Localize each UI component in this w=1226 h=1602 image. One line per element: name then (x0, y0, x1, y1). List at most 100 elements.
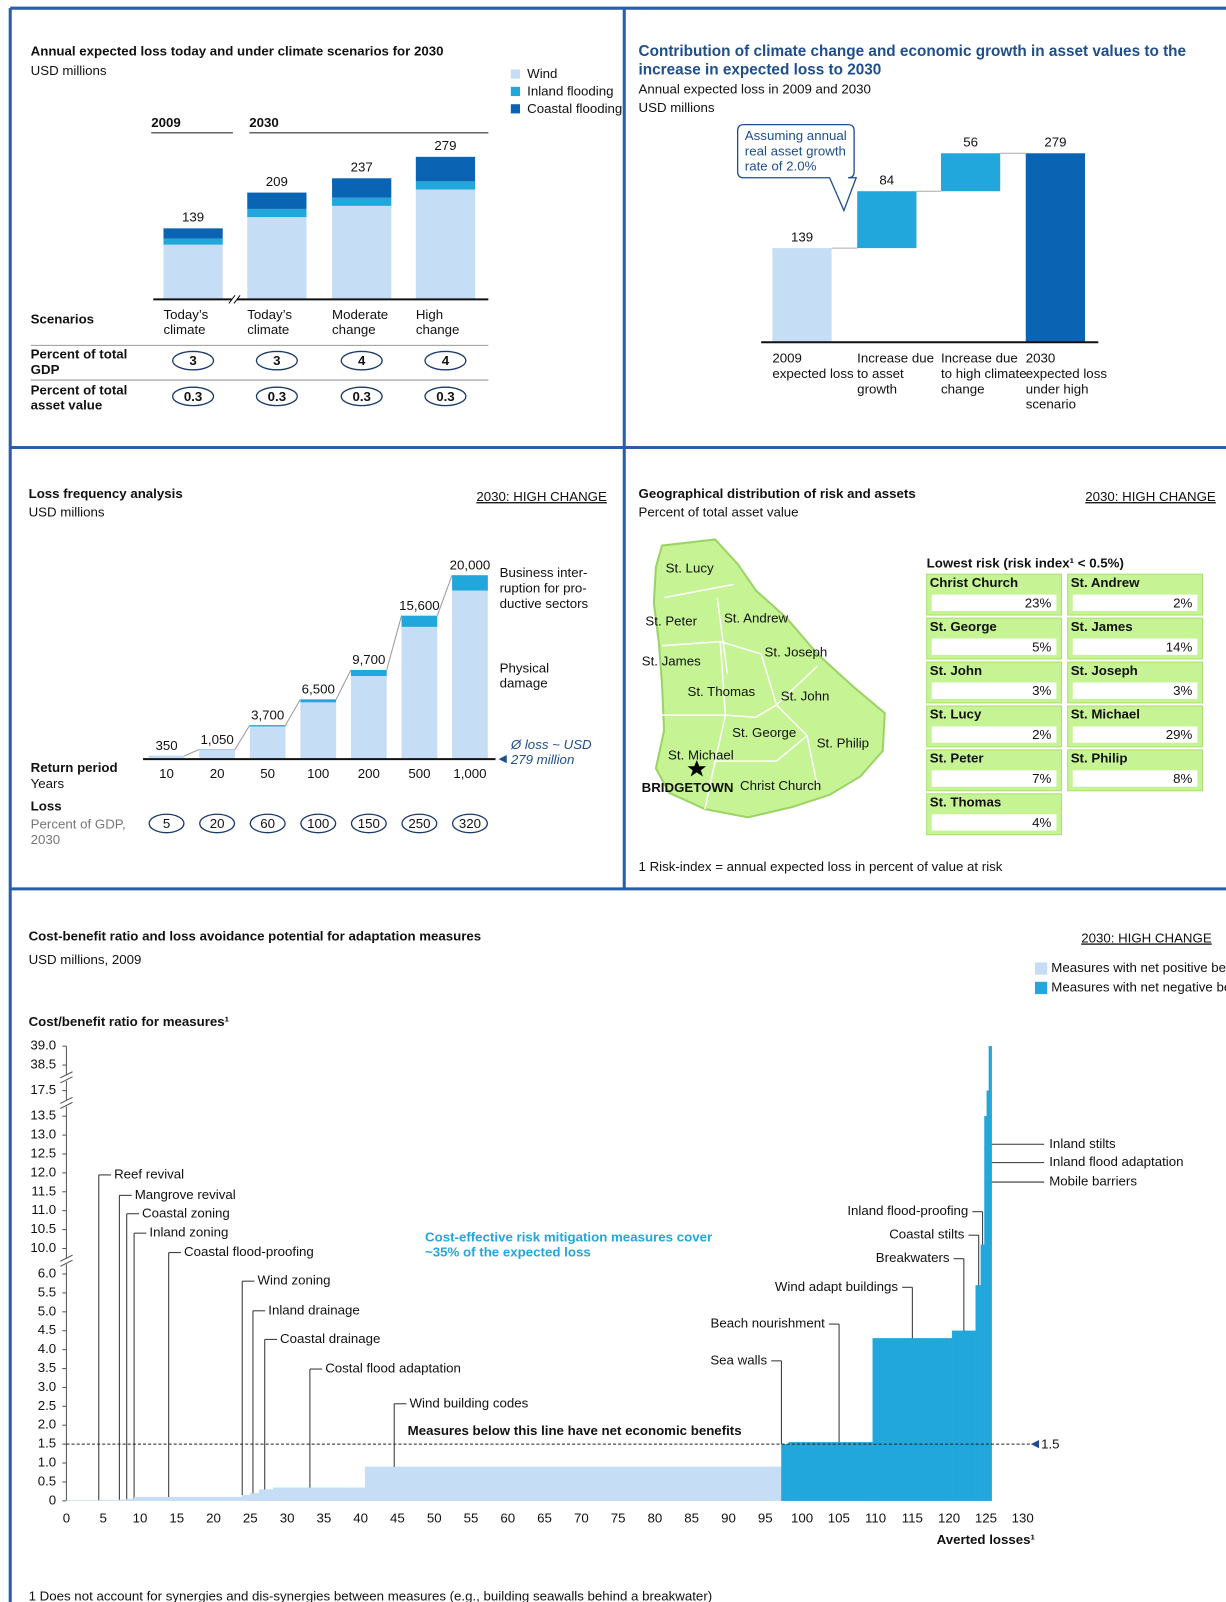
row-header: Scenarios (31, 311, 94, 326)
x-tick-label: 100 (307, 766, 329, 781)
bar-segment (300, 702, 337, 760)
row-value: 20 (210, 816, 225, 831)
measure-label: Inland drainage (268, 1302, 359, 1317)
footnote: 1 Risk-index = annual expected loss in p… (639, 859, 1003, 874)
y-tick-label: 2.5 (38, 1398, 56, 1413)
value-box (1072, 594, 1198, 611)
connector (386, 615, 403, 671)
region-name: St. Andrew (1071, 575, 1140, 590)
value-oval (340, 350, 383, 371)
chart-subtitle: USD millions (29, 504, 105, 519)
x-tick-label: 70 (574, 1511, 589, 1526)
bar-segment (332, 205, 392, 300)
row-value: 3 (189, 353, 196, 368)
value-oval (350, 813, 387, 834)
y-tick-label: 39.0 (30, 1038, 56, 1053)
y-tick-label: 11.5 (31, 1183, 56, 1198)
x-tick-label: 20 (210, 766, 225, 781)
measure-label: Coastal zoning (142, 1205, 230, 1220)
y-tick-label: 0.5 (38, 1473, 56, 1488)
region-value: 3% (1032, 683, 1051, 698)
connector (184, 748, 200, 757)
category-label: 2030 expected loss under high scenario (1025, 350, 1107, 412)
value-oval (255, 386, 298, 407)
measure-label: Inland flood adaptation (1049, 1154, 1183, 1169)
connector (285, 699, 301, 726)
region-name: St. Michael (1071, 707, 1140, 722)
axis-break-gap (231, 296, 238, 303)
value-box (931, 682, 1057, 699)
map-label: St. Philip (817, 735, 869, 750)
bar (988, 1046, 992, 1501)
y-tick-label: 12.5 (30, 1145, 56, 1160)
connector (234, 724, 251, 750)
chart-title: Loss frequency analysis (29, 486, 183, 501)
callout-box (736, 123, 858, 213)
bar-segment (415, 181, 476, 190)
map-label: St. Joseph (765, 644, 828, 659)
island-outline (652, 538, 886, 819)
total-label: 9,700 (352, 652, 385, 667)
measure-label: Inland zoning (149, 1225, 228, 1240)
measure-label: Sea walls (710, 1352, 767, 1367)
bar-segment (163, 228, 223, 239)
category-label: Increase due to asset growth (857, 350, 934, 397)
x-tick-label: 75 (611, 1511, 626, 1526)
region-value: 14% (1166, 639, 1193, 654)
row-value: 0.3 (352, 389, 370, 404)
y-tick-label: 4.5 (38, 1322, 56, 1337)
x-tick-label: 500 (408, 766, 430, 781)
capital-star (687, 760, 706, 777)
threshold-annotation: Measures below this line have net econom… (408, 1423, 742, 1438)
x-tick-label: 15 (169, 1511, 184, 1526)
x-tick-label: 10 (133, 1511, 148, 1526)
y-tick-label: 10.5 (30, 1221, 56, 1236)
x-tick-label: 80 (648, 1511, 663, 1526)
bar-segment (452, 575, 488, 591)
region-name: St. Peter (930, 751, 984, 766)
annotation: Cost-effective risk mitigation measures … (425, 1229, 713, 1260)
map-label: St. George (732, 725, 796, 740)
measure-label: Inland stilts (1049, 1136, 1116, 1151)
legend-label: Inland flooding (527, 83, 613, 98)
x-tick-label: 130 (1012, 1511, 1034, 1526)
bar-segment (249, 725, 286, 727)
row-value: 320 (459, 816, 481, 831)
value-oval (171, 350, 215, 371)
category-label: High change (415, 306, 460, 338)
threshold-marker (1030, 1440, 1040, 1449)
chart-subtitle: USD millions (31, 63, 107, 78)
region-value: 3% (1173, 683, 1192, 698)
y-tick-label: 13.0 (30, 1127, 56, 1142)
x-tick-label: 100 (791, 1511, 813, 1526)
bar-segment (332, 197, 392, 206)
x-tick-label: 95 (758, 1511, 773, 1526)
x-tick-label: 10 (159, 766, 174, 781)
region-name: St. Joseph (1071, 663, 1138, 678)
chart-title: Cost-benefit ratio and loss avoidance po… (29, 928, 482, 943)
y-tick-label: 17.5 (30, 1082, 56, 1097)
total-label: 209 (266, 174, 288, 189)
x-tick-label: 120 (938, 1511, 960, 1526)
region-value: 8% (1173, 771, 1192, 786)
value-oval (255, 350, 298, 371)
legend-label: Measures with net positive benefits (1051, 960, 1226, 975)
value-box (931, 594, 1057, 611)
measure-label: Beach nourishment (710, 1316, 825, 1331)
bar-segment (415, 189, 476, 300)
value-box (1072, 726, 1198, 743)
total-label: 350 (155, 738, 177, 753)
chart-subtitle: Percent of total asset value (639, 504, 799, 519)
legend-swatch (1034, 981, 1048, 995)
value-box (1072, 770, 1198, 787)
bar-segment (415, 156, 476, 182)
row-label: Percent of total GDP (30, 346, 128, 377)
value-label: 84 (879, 173, 894, 188)
total-label: 279 (434, 138, 456, 153)
axis-break (228, 294, 236, 304)
y-tick-label: 4.0 (38, 1341, 56, 1356)
axis-break (60, 1259, 73, 1267)
x-tick-label: 55 (464, 1511, 479, 1526)
value-box (931, 814, 1057, 831)
x-tick-label: 40 (353, 1511, 368, 1526)
